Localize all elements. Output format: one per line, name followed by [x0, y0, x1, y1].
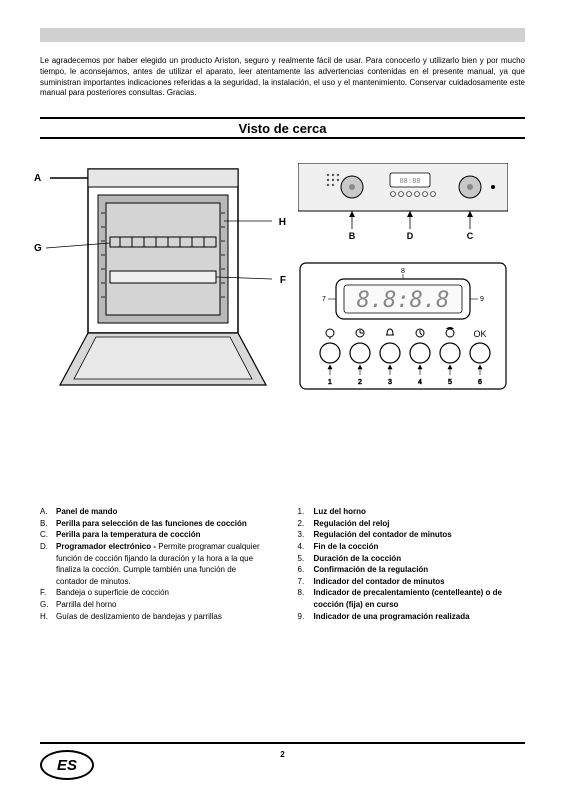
callout-F: F — [280, 275, 286, 286]
legend-row: H.Guías de deslizamiento de bandejas y p… — [40, 611, 268, 623]
svg-text:5: 5 — [448, 379, 452, 386]
oven-svg — [40, 163, 280, 393]
legend-row: 5.Duración de la cocción — [298, 553, 526, 565]
svg-text:3: 3 — [388, 379, 392, 386]
programmer-svg: 8.8:8.8 8 7 9 — [298, 261, 508, 396]
legend: A.Panel de mandoB.Perilla para selección… — [40, 506, 525, 622]
callout-B: B — [349, 231, 356, 241]
legend-row: 3.Regulación del contador de minutos — [298, 529, 526, 541]
callout-G: G — [34, 243, 42, 254]
callout-H: H — [279, 217, 286, 228]
svg-text:4: 4 — [418, 379, 422, 386]
legend-row: 9.Indicador de una programación realizad… — [298, 611, 526, 623]
language-badge: ES — [40, 750, 94, 780]
oven-diagram: A G H F — [40, 163, 280, 396]
legend-row: 6.Confirmación de la regulación — [298, 564, 526, 576]
svg-text:6: 6 — [478, 379, 482, 386]
header-bar — [40, 28, 525, 42]
svg-text:8: 8 — [401, 268, 405, 275]
legend-row: F.Bandeja o superficie de cocción — [40, 587, 268, 599]
legend-row: C.Perilla para la temperatura de cocción — [40, 529, 268, 541]
programmer-diagram: 8.8:8.8 8 7 9 — [298, 261, 525, 396]
display-text: 8.8:8.8 — [357, 288, 450, 313]
intro-text: Le agradecemos por haber elegido un prod… — [40, 56, 525, 99]
legend-row: 4.Fin de la cocción — [298, 541, 526, 553]
control-panel-diagram: 88:88 — [298, 163, 525, 243]
diagrams-area: A G H F — [40, 163, 525, 396]
svg-text:OK: OK — [473, 329, 486, 339]
page-number: 2 — [280, 750, 284, 759]
callout-A: A — [34, 173, 41, 184]
legend-row: 2.Regulación del reloj — [298, 518, 526, 530]
svg-text:2: 2 — [358, 379, 362, 386]
svg-text:9: 9 — [480, 296, 484, 303]
legend-row: G.Parrilla del horno — [40, 599, 268, 611]
legend-row: D.Programador electrónico - Permite prog… — [40, 541, 268, 587]
svg-text:7: 7 — [322, 296, 326, 303]
section-title: Visto de cerca — [239, 121, 327, 136]
callout-D: D — [407, 231, 414, 241]
legend-left: A.Panel de mandoB.Perilla para selección… — [40, 506, 268, 622]
section-title-bar: Visto de cerca — [40, 117, 525, 139]
svg-text:88:88: 88:88 — [399, 177, 420, 185]
legend-row: A.Panel de mando — [40, 506, 268, 518]
callout-C: C — [467, 231, 474, 241]
legend-row: 8.Indicador de precalentamiento (centell… — [298, 587, 526, 610]
svg-text:1: 1 — [328, 379, 332, 386]
legend-row: 1.Luz del horno — [298, 506, 526, 518]
footer: ES 2 — [40, 742, 525, 780]
legend-right: 1.Luz del horno2.Regulación del reloj3.R… — [298, 506, 526, 622]
legend-row: B.Perilla para selección de las funcione… — [40, 518, 268, 530]
legend-row: 7.Indicador del contador de minutos — [298, 576, 526, 588]
control-panel-svg: 88:88 — [298, 163, 508, 243]
